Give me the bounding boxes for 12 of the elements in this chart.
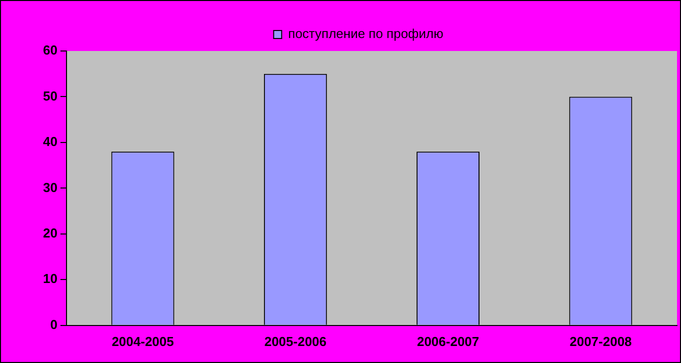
y-tick-label: 50: [42, 88, 58, 104]
y-tick-label: 40: [42, 134, 58, 150]
x-tick-label: 2004-2005: [112, 334, 174, 349]
y-tick-label: 10: [42, 271, 58, 286]
x-tick-label: 2006-2007: [416, 334, 480, 349]
y-tick-label: 0: [50, 316, 58, 332]
legend-label: поступление по профилю: [288, 26, 444, 42]
x-tick-label: 2007-2008: [570, 334, 632, 349]
x-tick-label: 2005-2006: [264, 334, 326, 349]
y-tick-label: 60: [42, 42, 58, 58]
y-tick-label: 30: [42, 180, 58, 195]
y-tick-label: 20: [42, 226, 58, 241]
